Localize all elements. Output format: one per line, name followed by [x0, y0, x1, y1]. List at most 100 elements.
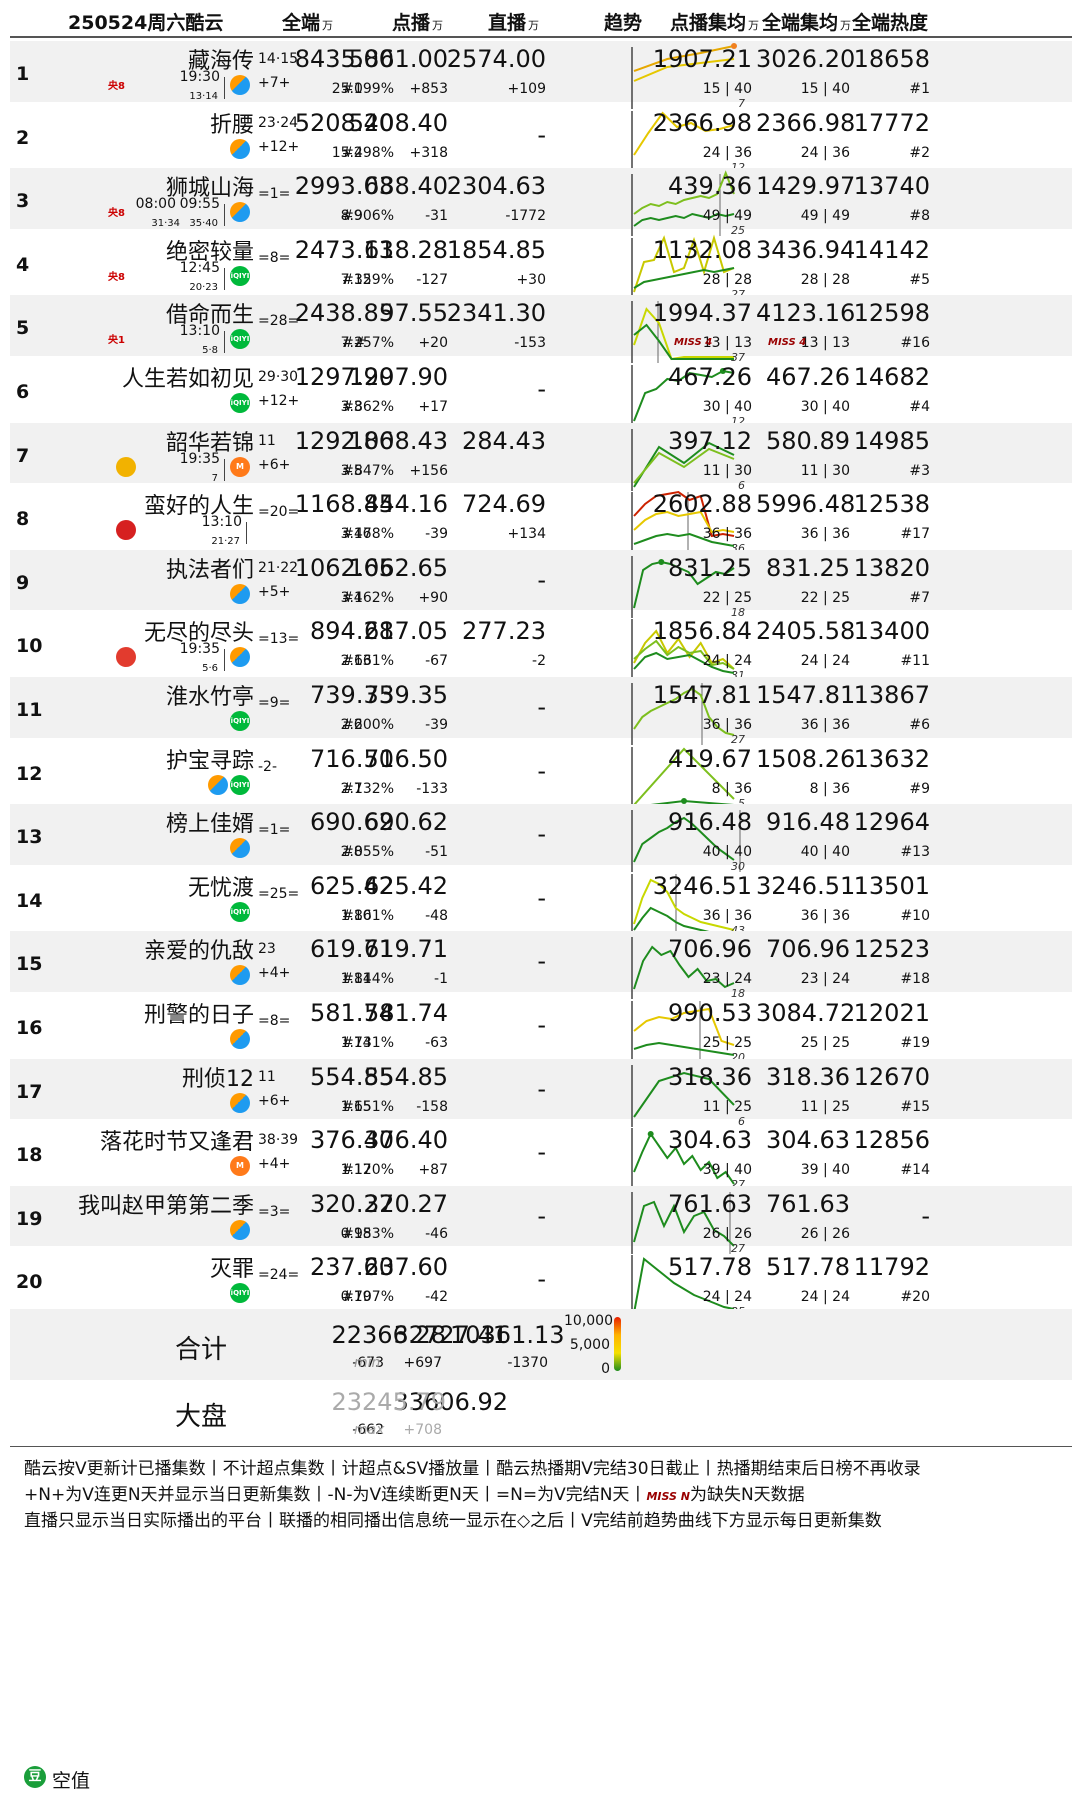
- trend-svg: [631, 937, 735, 1000]
- trend-svg: [631, 873, 735, 936]
- air-episodes: 7: [211, 472, 218, 484]
- live-value: -: [537, 120, 546, 149]
- all-episode-average: 5996.48: [756, 490, 856, 519]
- heat-rank: #14: [900, 1162, 930, 1179]
- header-divider: [10, 36, 1072, 38]
- vod-episode-count: 39 | 40: [702, 1162, 752, 1179]
- vod-value: 619.71: [364, 935, 448, 964]
- trend-end-label: 37: [731, 351, 745, 365]
- vod-rank: #6: [342, 717, 363, 733]
- heat-value: 12538: [853, 490, 930, 519]
- all-episode-average: 1547.81: [756, 681, 856, 709]
- vod-episode-average: 706.96: [668, 935, 752, 964]
- table-row: 19 我叫赵甲第第二季 =3= 320.27 0.953% 320.27 #18 -46 - 27…: [10, 1185, 1072, 1255]
- update-status: +5+: [258, 583, 291, 600]
- update-status: +7+: [258, 75, 291, 91]
- table-row: 7 韶华若锦 11 +6+ M 19:35 7 1292.86 3.847% 1008.43 #5 +…: [10, 422, 1072, 492]
- col-heat-header: 全端热度: [852, 12, 929, 34]
- broadcast-info: [112, 1089, 252, 1125]
- episode-range: 23: [258, 941, 276, 958]
- col-vod-avg-header: 点播集均万: [670, 12, 760, 34]
- heat-rank: #20: [900, 1289, 930, 1306]
- trend-series-0: [633, 441, 735, 488]
- col-live-header: 直播万: [488, 12, 540, 34]
- col-all-avg-header: 全端集均万: [762, 12, 852, 34]
- episode-range: 38·39: [258, 1132, 299, 1149]
- all-platform-share: 0.707%: [340, 1289, 394, 1306]
- broadcast-info: 19:35 5·6: [112, 641, 252, 679]
- table-row: 16 刑警的日子 =8= 581.74 1.731% 581.74 #14 -63-20 990…: [10, 995, 1072, 1064]
- table-row: 1 藏海传 14·15 +7+ 19:30 13·14 央8 8435.00 25.099% 58…: [10, 41, 1072, 110]
- vod-episode-average: 1994.37: [652, 299, 752, 328]
- vod-episode-count: 8 | 36: [711, 780, 752, 797]
- table-row: 13 榜上佳婿 =1= 690.62 2.055% 690.62 #8 -51-30 916.4…: [10, 804, 1072, 873]
- all-episode-count: 23 | 24: [800, 971, 850, 988]
- trend-peak-dot: [731, 43, 737, 49]
- update-status: =1=: [258, 186, 291, 203]
- all-platform-value: 894.28: [310, 617, 394, 646]
- live-value: -: [537, 947, 546, 976]
- tencent-video-icon: [230, 838, 250, 859]
- heat-rank: #19: [900, 1035, 930, 1051]
- table-row: 20灭罪=24=iQIYI237.600.707%237.60#19-42-25…: [10, 1249, 1072, 1318]
- all-platform-value: 237.60: [310, 1253, 394, 1282]
- heat-rank: #1: [909, 81, 930, 97]
- heat-rank: #13: [900, 844, 930, 861]
- all-platform-value: 320.27: [310, 1189, 394, 1218]
- legend-tick-5000: 5,000: [569, 1337, 610, 1353]
- vod-change: +90: [418, 589, 448, 606]
- all-platform-value: 2438.85: [294, 299, 394, 328]
- trend-svg: [631, 683, 735, 745]
- trend-end-label: 5: [738, 796, 745, 810]
- all-episode-count: 11 | 25: [800, 1098, 850, 1115]
- trend-series-0: [633, 234, 735, 293]
- table-row: 12 护宝寻踪 -2- iQIYI 716.50 2.132% 716.50 #7 -133-5…: [10, 741, 1072, 810]
- trend-series-1: [633, 511, 735, 534]
- vod-rank: #17: [342, 1162, 372, 1179]
- broadcast-info: iQIYI 13:10 5·8 央1: [108, 323, 252, 361]
- vod-rank: #19: [342, 1289, 372, 1306]
- vod-episode-count: 15 | 40: [702, 81, 752, 97]
- all-episode-average: 831.25: [766, 553, 850, 582]
- trend-series-1: [633, 1041, 735, 1056]
- vod-change: -1: [434, 971, 448, 988]
- broadcast-info: 19:30 13·14 央8: [108, 69, 252, 107]
- broadcast-info: iQIYI: [112, 1279, 252, 1315]
- note-line-3: 直播只显示当日实际播出的平台丨联播的相同播出信息统一显示在◇之后丨V完结前趋势曲…: [24, 1511, 882, 1531]
- heat-value: 13501: [853, 871, 930, 900]
- all-platform-share: 0.953%: [340, 1225, 394, 1242]
- rank-number: 12: [16, 762, 43, 785]
- heat-rank: #11: [900, 653, 930, 670]
- show-title: 亲爱的仇敌: [143, 939, 254, 965]
- rank-number: 2: [16, 126, 30, 149]
- vod-rank: #18: [342, 1225, 372, 1242]
- note-line-1: 酷云按V更新计已播集数丨不计超点集数丨计超点&SV播放量丨酷云热播期V完结30日…: [24, 1459, 921, 1479]
- all-episode-count: 26 | 26: [800, 1225, 850, 1242]
- vod-value: 554.85: [364, 1062, 448, 1091]
- iqiyi-icon: iQIYI: [230, 901, 250, 922]
- legend-tick-0: 0: [601, 1361, 610, 1377]
- market-vod-max: max: [354, 1422, 385, 1438]
- show-title: 蛮好的人生: [143, 494, 254, 520]
- all-platform-share: 7.257%: [340, 335, 394, 352]
- col-vod-header: 点播万: [392, 12, 444, 34]
- live-value: -: [537, 1265, 546, 1294]
- episode-range: 29·30: [258, 369, 299, 385]
- vod-value: 320.27: [364, 1189, 448, 1218]
- vod-rank: #10: [342, 907, 372, 924]
- trend-chart: 18: [630, 931, 745, 1002]
- vod-rank: #3: [342, 399, 363, 415]
- trend-svg: [631, 619, 735, 682]
- vod-value: 618.28: [364, 235, 448, 264]
- trend-series-0: [633, 491, 735, 538]
- vod-episode-count: 11 | 25: [702, 1098, 752, 1115]
- trend-chart: 37: [630, 295, 745, 366]
- rank-number: 1: [16, 63, 30, 85]
- heat-value: 13740: [853, 172, 930, 201]
- vod-episode-average: 1547.81: [652, 681, 752, 709]
- vod-episode-average: 304.63: [668, 1126, 752, 1155]
- broadcast-info: iQIYI: [112, 707, 252, 743]
- live-value: 2304.63: [446, 172, 546, 201]
- vod-change: +318: [409, 144, 448, 161]
- market-all: 33606.92: [393, 1388, 508, 1416]
